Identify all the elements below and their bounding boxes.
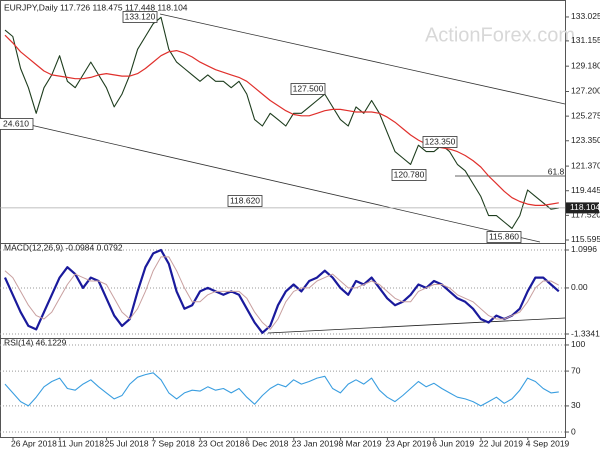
- series-line: [4, 372, 559, 407]
- y-tick-label: 30: [571, 400, 581, 410]
- series-line: [4, 16, 559, 229]
- annotation: 115.860: [489, 231, 519, 241]
- x-tick-label: 11 Jun 2018: [58, 438, 104, 448]
- y-tick-label: 1.0996: [571, 244, 597, 254]
- series-line: [4, 34, 559, 206]
- panel-title: RSI(14) 46.1229: [4, 337, 67, 347]
- annotation: 61.8: [548, 166, 565, 176]
- annotation: 123.350: [425, 136, 456, 146]
- y-tick-label: 133.025: [571, 11, 600, 21]
- annotation-box: [227, 195, 263, 207]
- y-tick-label: 115.595: [571, 234, 600, 244]
- panel-title: MACD(12,26,9) -0.0984 0.0792: [4, 242, 123, 252]
- y-tick-label: 121.370: [571, 160, 600, 170]
- y-tick-label: 70: [571, 365, 581, 375]
- x-tick-label: 23 Jan 2019: [292, 438, 339, 448]
- annotation: 24.610: [3, 118, 29, 128]
- y-tick-label: 0: [571, 426, 576, 436]
- frame: [0, 0, 566, 438]
- panel-title: EURJPY,Daily 117.726 118.475 117.448 118…: [4, 2, 188, 12]
- y-tick-label: 117.520: [571, 210, 600, 220]
- annotation: 120.780: [394, 169, 425, 179]
- x-tick-label: 26 Apr 2018: [11, 438, 57, 448]
- channel-line: [159, 13, 566, 105]
- x-tick-label: 6 Dec 2018: [245, 438, 289, 448]
- annotation-box: [422, 136, 458, 148]
- x-tick-label: 4 Sep 2019: [526, 438, 570, 448]
- y-tick-label: 0.00: [571, 282, 588, 292]
- y-tick-label: 131.155: [571, 35, 600, 45]
- series-line: [3, 248, 560, 334]
- last-price-label: 118.104: [570, 202, 600, 212]
- x-tick-label: 22 Jul 2019: [479, 438, 523, 448]
- y-tick-label: 127.200: [571, 86, 600, 96]
- x-tick-label: 8 Mar 2019: [339, 438, 382, 448]
- y-tick-label: 123.350: [571, 135, 600, 145]
- y-tick-label: 129.180: [571, 60, 600, 70]
- annotation: 133.120: [125, 11, 156, 21]
- macd-trend-line: [267, 317, 566, 334]
- watermark: ActionForex.com: [425, 24, 575, 46]
- annotation: 127.500: [293, 83, 324, 93]
- annotation: 118.620: [230, 195, 260, 205]
- x-tick-label: 23 Apr 2019: [385, 438, 431, 448]
- annotation-box: [290, 83, 326, 95]
- annotation-box: [122, 11, 158, 23]
- series-line: [4, 256, 560, 330]
- x-tick-label: 6 Jun 2019: [432, 438, 474, 448]
- last-price-box: [566, 202, 599, 214]
- y-tick-label: 100: [571, 339, 585, 349]
- y-tick-label: 119.445: [571, 185, 600, 195]
- channel-line: [0, 117, 541, 243]
- annotation-box: [391, 169, 427, 181]
- x-tick-label: 7 Sep 2018: [151, 438, 195, 448]
- y-tick-label: -1.3341: [571, 328, 600, 338]
- annotation-box: [0, 118, 34, 130]
- annotation-box: [486, 231, 522, 243]
- y-tick-label: 125.275: [571, 110, 600, 120]
- x-tick-label: 25 Jul 2018: [105, 438, 149, 448]
- x-tick-label: 23 Oct 2018: [198, 438, 245, 448]
